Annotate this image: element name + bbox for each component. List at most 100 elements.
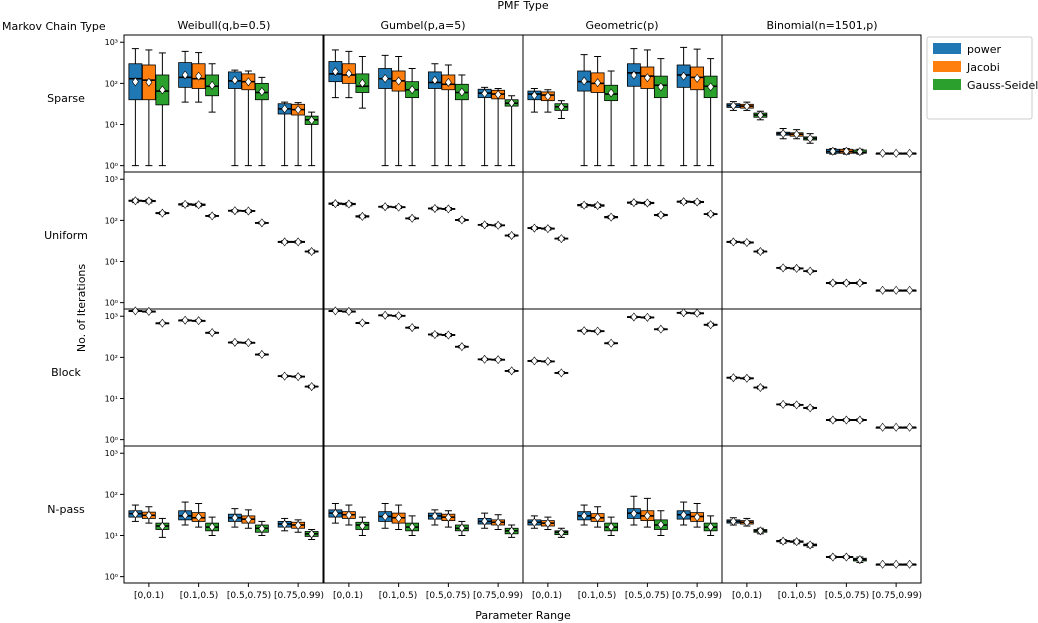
mean-marker [730,516,737,526]
mean-marker [494,355,502,365]
mean-marker [856,555,864,565]
mean-marker [308,247,315,257]
mean-marker [395,311,402,321]
mean-marker [730,101,737,111]
row-label: Sparse [47,92,85,105]
mean-marker [431,75,439,85]
mean-marker [132,306,139,316]
mean-marker [281,371,288,381]
mean-marker [132,196,139,206]
mean-marker [594,78,601,88]
panels: 10⁰10¹10²10³10⁰10¹10²10³10⁰10¹10²10³10⁰1… [105,34,922,587]
mean-marker [258,87,266,97]
category-label: [0,0.1) [333,591,363,601]
mean-marker [829,415,837,425]
mean-marker [431,329,439,339]
mean-marker [408,85,416,95]
panel [721,445,922,587]
panel [721,308,922,447]
mean-marker [508,230,515,240]
y-tick-label: 10² [105,353,118,362]
panel-frame [123,171,324,310]
mean-marker [707,320,714,330]
mean-marker [829,552,837,562]
mean-marker [644,73,651,83]
category-label: [0,0.1) [532,591,562,601]
panel [721,34,922,173]
mean-marker [680,308,687,318]
mean-marker [580,326,588,336]
mean-marker [558,102,565,112]
mean-marker [906,422,913,432]
panel-frame [123,445,324,584]
column-title: Geometric(p) [585,19,658,32]
mean-marker [195,316,202,326]
mean-marker [494,90,502,100]
mean-marker [308,115,315,125]
y-tick-label: 10⁰ [105,573,118,582]
mean-marker [145,306,153,316]
mean-marker [693,197,701,207]
mean-marker [879,422,886,432]
mean-marker [594,326,601,336]
mean-marker [707,522,714,532]
mean-marker [892,148,900,158]
panel: 10⁰ 10¹ 10² 10³ [105,445,324,587]
mean-marker [345,306,353,316]
mean-marker [558,528,565,538]
mean-marker [508,98,515,108]
mean-marker [743,373,751,383]
mean-marker [359,78,366,88]
category-label: [0.5,0.75) [227,591,271,601]
mean-marker [630,70,638,80]
mean-marker [294,105,302,115]
legend-label-jacobi: Jacobi [966,61,1000,74]
legend-swatch-jacobi [933,61,961,72]
mean-marker [408,522,416,532]
mean-marker [806,266,814,276]
panel-frame [323,308,524,447]
mean-marker [132,77,139,87]
mean-marker [843,146,850,156]
category-label: [0,0.1) [732,591,762,601]
mean-marker [793,400,800,410]
mean-marker [544,91,552,101]
mean-marker [806,133,814,143]
mean-marker [345,199,353,209]
mean-marker [680,510,687,520]
y-tick-label: 10⁰ [105,162,118,171]
mean-marker [544,224,552,234]
y-tick-label: 10² [105,216,118,225]
panel [323,34,524,173]
mean-marker [906,285,913,295]
panel: 10⁰ 10¹ 10² 10³ [105,306,324,447]
mean-marker [159,208,166,218]
mean-marker [332,306,339,316]
mean-marker [332,67,339,77]
mean-marker [580,200,588,210]
panel [323,171,524,310]
y-tick-label: 10⁰ [105,299,118,308]
mean-marker [580,76,588,86]
row-label: Uniform [44,229,88,242]
mean-marker [508,526,515,536]
mean-marker [359,318,366,328]
mean-marker [408,213,416,223]
mean-marker [332,199,339,209]
mean-marker [159,318,166,328]
mean-marker [381,512,389,522]
mean-marker [181,510,189,520]
mean-marker [793,263,800,273]
mean-marker [644,198,651,208]
mean-marker [644,511,651,521]
y-tick-label: 10¹ [105,532,118,541]
mean-marker [145,77,153,87]
category-label: [0.1,0.5) [578,591,617,601]
mean-marker [245,514,252,524]
mean-marker [294,237,302,247]
mean-marker [258,349,266,359]
mean-marker [757,526,764,536]
mean-marker [481,88,488,98]
mean-marker [829,146,837,156]
